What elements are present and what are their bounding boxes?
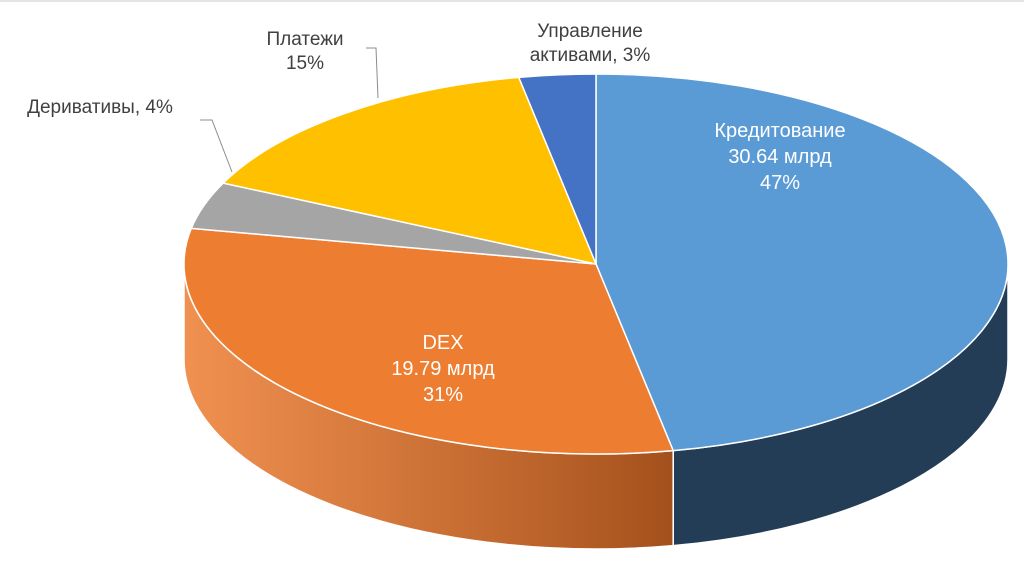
leader-line-derivatives: [200, 119, 233, 173]
slice-top-4[interactable]: [517, 73, 597, 265]
leader-line-payments: [366, 47, 379, 99]
label-lending-name: Кредитование: [714, 120, 846, 142]
label-lending-pct: 47%: [759, 172, 801, 194]
label-dex: DEX 19.79 млрд 31%: [343, 330, 543, 408]
label-derivatives: Деривативы, 4%: [27, 97, 173, 118]
label-asset-management-line1: Управление: [537, 21, 643, 42]
label-payments-name: Платежи: [266, 29, 344, 50]
label-payments: Платежи 15%: [240, 28, 370, 76]
label-lending: Кредитование 30.64 млрд 47%: [680, 118, 880, 196]
slice-top-0[interactable]: [595, 73, 1009, 452]
label-dex-pct: 31%: [422, 384, 464, 406]
label-dex-name: DEX: [422, 332, 464, 354]
label-dex-value: 19.79 млрд: [391, 358, 495, 380]
label-asset-management: Управление активами, 3%: [490, 20, 690, 68]
label-payments-pct: 15%: [285, 53, 325, 74]
slice-top-3[interactable]: [221, 76, 598, 266]
label-lending-value: 30.64 млрд: [728, 146, 832, 168]
label-asset-management-line2: активами, 3%: [529, 45, 651, 66]
slice-top-1[interactable]: [183, 227, 675, 455]
